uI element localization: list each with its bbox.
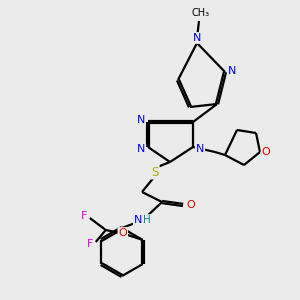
Text: N: N [134,215,142,225]
Text: O: O [187,200,195,210]
Text: N: N [193,33,201,43]
Text: S: S [151,166,159,178]
Text: N: N [137,115,145,125]
Text: F: F [81,211,87,221]
Text: N: N [228,66,236,76]
Text: CH₃: CH₃ [192,8,210,18]
Text: O: O [118,228,127,238]
Text: N: N [196,144,204,154]
Text: H: H [143,215,151,225]
Text: N: N [137,144,145,154]
Text: O: O [262,147,270,157]
Text: F: F [87,239,93,249]
